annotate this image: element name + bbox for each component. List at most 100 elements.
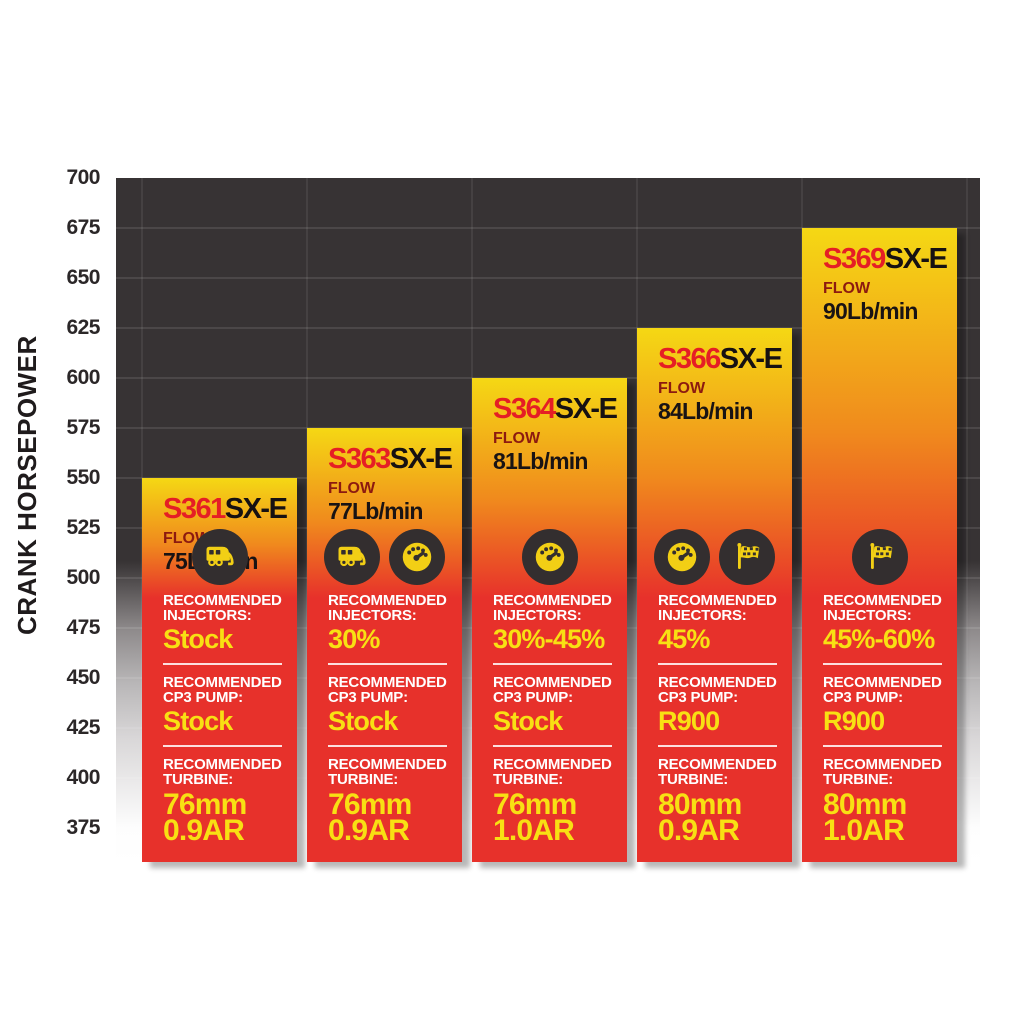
section-label-line: TURBINE:	[328, 770, 399, 788]
section-value: 45%	[658, 626, 782, 653]
spec-section: RECOMMENDED INJECTORS: Stock	[163, 593, 287, 654]
section-value-line: Stock	[163, 624, 233, 654]
gauge-icon	[389, 529, 445, 585]
section-label-line: CP3 PUMP:	[163, 688, 243, 706]
y-axis-tick: 625	[66, 316, 100, 339]
section-label-line: INJECTORS:	[658, 606, 747, 624]
section-value-line: 0.9AR	[328, 814, 410, 847]
gauge-icon	[521, 529, 578, 585]
section-value-line: R900	[823, 706, 885, 736]
section-label: RECOMMENDED TURBINE:	[328, 757, 452, 788]
section-label: RECOMMENDED INJECTORS:	[163, 593, 287, 624]
section-label-line: INJECTORS:	[823, 606, 912, 624]
gridline-vertical	[966, 178, 968, 821]
section-value: 30%-45%	[493, 624, 617, 654]
spec-sections: RECOMMENDED INJECTORS: Stock RECOMMENDED CP3…	[142, 593, 297, 862]
section-label: RECOMMENDED INJECTORS:	[493, 593, 617, 623]
model-title: S364SX-E	[493, 393, 618, 425]
section-label-line: RECOMMENDED	[328, 674, 447, 691]
section-label-line: INJECTORS:	[163, 606, 252, 624]
section-value-line: Stock	[328, 706, 398, 736]
gauge-icon	[654, 529, 710, 585]
y-axis-tick: 600	[66, 366, 100, 389]
section-value: Stock	[328, 706, 452, 736]
section-label-line: CP3 PUMP:	[493, 688, 573, 706]
gridline-horizontal	[116, 277, 980, 279]
flow-label: FLOW	[658, 380, 706, 397]
section-divider	[493, 663, 612, 665]
y-axis-tick: 475	[66, 616, 100, 639]
section-label-line: RECOMMENDED	[493, 756, 612, 773]
flow-label: FLOW	[328, 480, 376, 497]
section-label: RECOMMENDED CP3 PUMP:	[328, 674, 452, 706]
flow-value: 90Lb/min	[823, 298, 918, 324]
section-value: 76mm 0.9AR	[163, 790, 287, 847]
flow-value: 84Lb/min	[658, 398, 753, 424]
model-series: SX-E	[389, 443, 453, 475]
section-label-line: RECOMMENDED	[163, 756, 282, 773]
y-axis-tick: 375	[66, 816, 100, 839]
spec-section: RECOMMENDED CP3 PUMP: Stock	[328, 674, 452, 736]
section-divider	[658, 745, 777, 747]
section-divider	[163, 663, 282, 665]
section-label-line: RECOMMENDED	[823, 592, 942, 609]
usage-icons	[142, 529, 297, 585]
section-divider	[493, 745, 612, 747]
spec-section: RECOMMENDED TURBINE: 80mm 1.0AR	[823, 757, 947, 847]
section-label-line: RECOMMENDED	[658, 756, 777, 773]
y-axis-tick: 525	[66, 516, 100, 539]
section-label-line: CP3 PUMP:	[328, 688, 408, 706]
model-title: S361SX-E	[163, 493, 288, 525]
section-value-line: 0.9AR	[658, 814, 740, 847]
flow-label: FLOW	[823, 280, 871, 297]
section-divider	[823, 745, 942, 747]
bar-details: RECOMMENDED INJECTORS: Stock RECOMMENDED CP3…	[142, 529, 297, 862]
flow-value: 81Lb/min	[493, 448, 588, 474]
section-value-line: 30%	[328, 624, 380, 654]
usage-icons	[637, 529, 792, 585]
y-axis-tick: 500	[66, 566, 100, 589]
section-value-line: 0.9AR	[163, 814, 245, 847]
gridline-horizontal	[116, 227, 980, 229]
model-number: S361	[163, 493, 226, 525]
section-value-line: 30%-45%	[493, 624, 605, 654]
model-series: SX-E	[719, 343, 783, 375]
spec-section: RECOMMENDED CP3 PUMP: Stock	[493, 675, 617, 734]
section-label: RECOMMENDED INJECTORS:	[823, 592, 947, 624]
y-axis-tick: 575	[66, 416, 100, 439]
camper-icon	[191, 529, 248, 585]
model-number: S369	[823, 243, 886, 275]
y-axis-tick: 400	[66, 766, 100, 789]
section-label-line: RECOMMENDED	[658, 592, 777, 609]
section-label-line: RECOMMENDED	[823, 674, 942, 691]
spec-section: RECOMMENDED CP3 PUMP: R900	[823, 674, 947, 736]
model-title: S369SX-E	[823, 243, 948, 275]
bar-header: S363SX-E FLOW 77Lb/min	[307, 428, 462, 523]
section-value: R900	[823, 706, 947, 736]
section-label: RECOMMENDED TURBINE:	[163, 756, 287, 787]
section-label: RECOMMENDED INJECTORS:	[328, 593, 452, 623]
bar-header: S364SX-E FLOW 81Lb/min	[472, 378, 627, 473]
section-value: Stock	[163, 708, 287, 735]
section-divider	[328, 663, 447, 665]
spec-section: RECOMMENDED INJECTORS: 30%	[328, 593, 452, 654]
turbo-bar: S364SX-E FLOW 81Lb/min RECOMMENDED INJECT…	[472, 378, 627, 862]
bar-details: RECOMMENDED INJECTORS: 45%-60% RECOMMENDED C…	[802, 529, 957, 862]
plot-area: S361SX-E FLOW 75Lb/min RECOMMENDEDINJECT…	[116, 178, 980, 862]
section-value: 76mm 0.9AR	[328, 790, 452, 847]
usage-icons	[472, 529, 627, 585]
spec-sections: RECOMMENDED INJECTORS: 30%-45% RECOMMENDED C…	[472, 593, 627, 862]
bar-header: S369SX-E FLOW 90Lb/min	[802, 228, 957, 323]
section-value: 45%-60%	[823, 626, 947, 653]
section-value: 76mm 1.0AR	[493, 790, 617, 846]
spec-sections: RECOMMENDED INJECTORS: 45%-60% RECOMMENDED C…	[802, 592, 957, 862]
section-label: RECOMMENDED CP3 PUMP:	[658, 675, 782, 705]
y-axis-tick: 700	[66, 166, 100, 189]
section-label-line: TURBINE:	[493, 770, 564, 788]
model-series: SX-E	[554, 393, 618, 425]
model-series: SX-E	[224, 493, 288, 525]
turbo-bar: S366SX-E FLOW 84Lb/min RECOMMENDED INJECT…	[637, 328, 792, 862]
section-value-line: 1.0AR	[823, 814, 905, 847]
section-label: RECOMMENDED CP3 PUMP:	[493, 675, 617, 706]
